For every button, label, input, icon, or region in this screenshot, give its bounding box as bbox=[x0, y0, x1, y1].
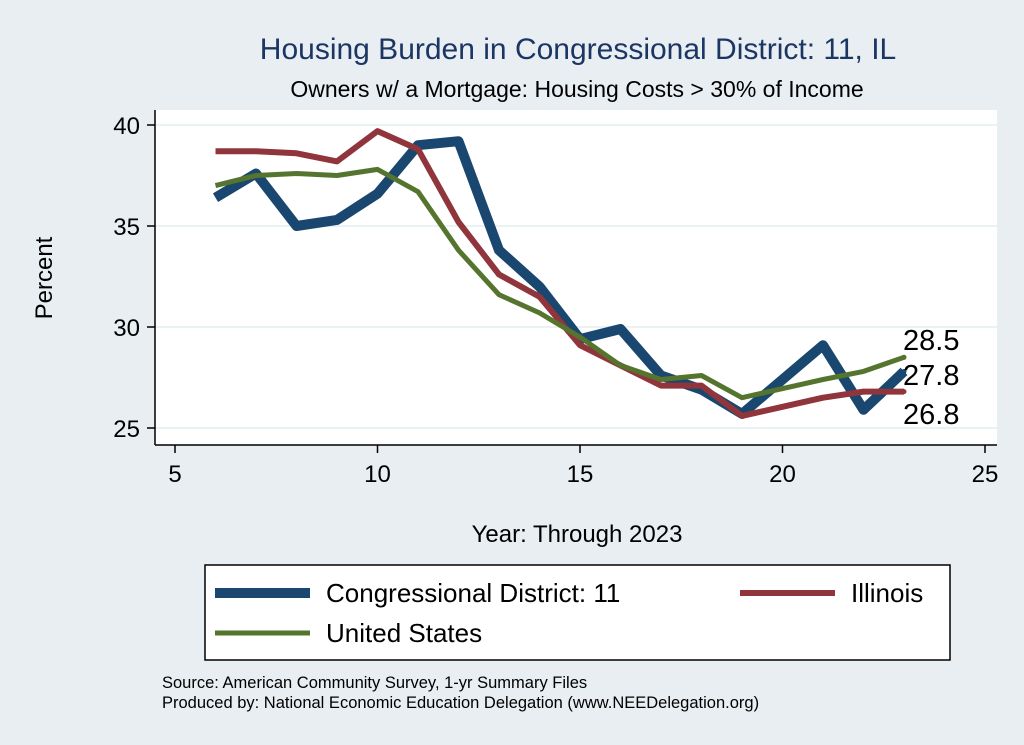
series-end-point-district bbox=[901, 368, 907, 374]
series-line-united-states bbox=[214, 166, 905, 401]
y-tick-label-25: 25 bbox=[113, 416, 140, 443]
y-tick-label-35: 35 bbox=[113, 214, 140, 241]
end-value-labels: 27.8 26.8 28.5 bbox=[903, 325, 959, 431]
series-line-illinois bbox=[215, 128, 904, 419]
series-end-point-united-states bbox=[901, 354, 907, 360]
legend-label-district: Congressional District: 11 bbox=[326, 578, 620, 608]
x-axis-label: Year: Through 2023 bbox=[472, 521, 683, 548]
x-tick-label-15: 15 bbox=[567, 461, 594, 488]
legend: Congressional District: 11 Illinois Unit… bbox=[204, 564, 951, 661]
x-tick-labels: 5 10 15 20 25 bbox=[168, 461, 998, 488]
x-tick-label-5: 5 bbox=[168, 461, 181, 488]
source-note: Source: American Community Survey, 1-yr … bbox=[162, 674, 587, 692]
x-tick-label-20: 20 bbox=[769, 461, 796, 488]
series-lines bbox=[212, 128, 908, 419]
y-tick-label-30: 30 bbox=[113, 315, 140, 342]
legend-label-illinois: Illinois bbox=[851, 578, 923, 608]
series-end-point-illinois bbox=[901, 389, 907, 395]
chart-title: Housing Burden in Congressional District… bbox=[260, 33, 896, 66]
y-axis-label: Percent bbox=[31, 236, 58, 319]
end-label-district: 27.8 bbox=[903, 360, 959, 392]
legend-box bbox=[204, 564, 951, 661]
plot-area bbox=[155, 110, 997, 445]
x-tick-label-10: 10 bbox=[364, 461, 391, 488]
y-tick-label-40: 40 bbox=[113, 113, 140, 140]
legend-label-united-states: United States bbox=[326, 618, 482, 648]
end-label-illinois: 26.8 bbox=[903, 399, 959, 431]
axes bbox=[147, 110, 997, 453]
producer-note: Produced by: National Economic Education… bbox=[162, 694, 759, 712]
chart-subtitle: Owners w/ a Mortgage: Housing Costs > 30… bbox=[290, 76, 863, 102]
x-tick-label-25: 25 bbox=[972, 461, 999, 488]
y-tick-labels: 25 30 35 40 bbox=[113, 113, 140, 443]
end-label-united-states: 28.5 bbox=[903, 325, 959, 357]
